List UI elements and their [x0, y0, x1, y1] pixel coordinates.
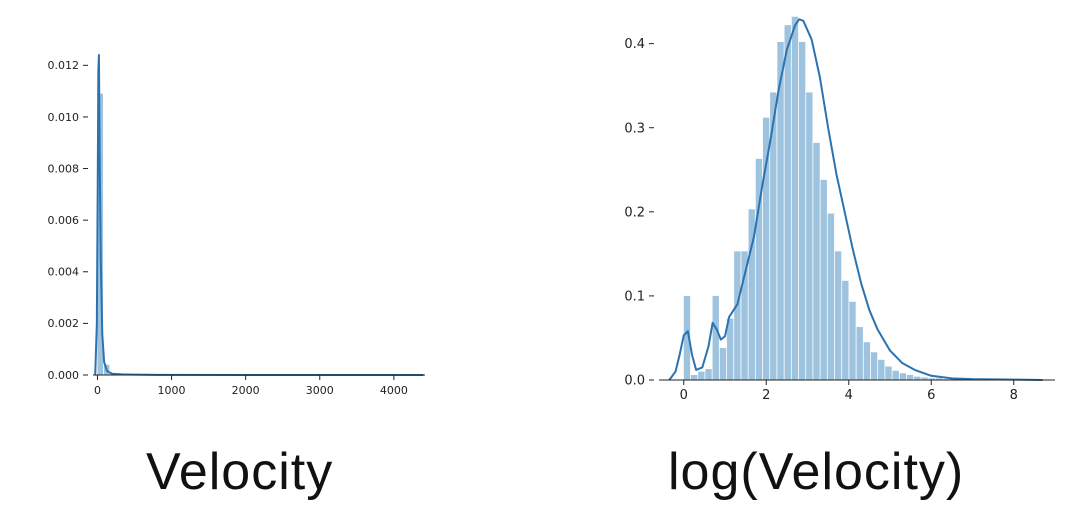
y-tick-label: 0.010	[48, 111, 80, 124]
x-tick-label: 0	[680, 388, 688, 403]
kde-curve	[668, 18, 1043, 381]
histogram-bar	[770, 92, 777, 380]
x-tick-label: 8	[1010, 388, 1018, 403]
histogram-bar	[849, 301, 856, 380]
histogram-bar	[928, 378, 935, 380]
histogram-bar	[741, 251, 748, 380]
histogram-bar	[705, 369, 712, 380]
histogram-bar	[863, 342, 871, 380]
histogram-bar	[834, 251, 842, 380]
histogram-bar	[734, 251, 741, 380]
histogram-bar	[906, 374, 914, 380]
histogram-bar	[690, 374, 698, 380]
y-tick-label: 0.0	[624, 374, 645, 389]
histogram-bar	[820, 179, 827, 380]
histogram-bar	[698, 371, 705, 380]
histogram-bar	[813, 142, 820, 380]
x-tick-label: 2	[762, 388, 770, 403]
y-tick-label: 0.008	[48, 162, 80, 175]
x-tick-label: 6	[927, 388, 935, 403]
x-tick-label: 3000	[306, 384, 334, 397]
histogram-bar	[798, 41, 806, 380]
x-tick-label: 2000	[232, 384, 260, 397]
histogram-bar	[899, 373, 907, 380]
histogram-bar	[755, 158, 763, 380]
histogram-bar	[806, 92, 813, 380]
velocity-histogram: 0 1000 2000 3000 4000 0.000 0.002 0.004 0.006 0.0…	[48, 54, 425, 397]
y-tick-label: 0.002	[48, 317, 80, 330]
y-tick-label: 0.4	[624, 37, 645, 52]
y-tick-label: 0.006	[48, 214, 80, 227]
y-tick-label: 0.2	[624, 205, 645, 220]
histogram-bar	[921, 377, 928, 380]
histogram-bar	[784, 25, 791, 380]
histogram-bar	[885, 366, 892, 380]
histogram-bar	[762, 117, 770, 380]
x-tick-label: 4000	[380, 384, 408, 397]
histogram-bar	[870, 352, 878, 380]
histogram-bar	[878, 359, 885, 380]
histogram-bar	[914, 376, 921, 380]
histogram-bar	[748, 209, 755, 380]
x-tick-label: 0	[94, 384, 101, 397]
histogram-bar	[719, 348, 727, 380]
histogram-bar	[726, 318, 734, 380]
histogram-bar	[827, 213, 835, 380]
y-tick-label: 0.012	[48, 59, 80, 72]
y-tick-label: 0.000	[48, 369, 80, 382]
velocity-axis-label: Velocity	[146, 443, 334, 501]
log-velocity-histogram: 0 2 4 6 8 0.0 0.1 0.2 0.3 0.4	[624, 16, 1055, 403]
histogram-bar	[856, 327, 863, 380]
log-velocity-axis-label: log(Velocity)	[668, 443, 965, 501]
y-tick-label: 0.004	[48, 266, 80, 279]
histogram-bar	[892, 370, 899, 380]
histogram-bar	[683, 295, 691, 380]
x-tick-label: 4	[845, 388, 853, 403]
y-tick-label: 0.3	[624, 121, 645, 136]
kde-curve	[94, 54, 424, 376]
histogram-bar	[712, 295, 719, 380]
histogram-bar	[842, 280, 849, 380]
histogram-bar	[791, 16, 799, 380]
y-tick-label: 0.1	[624, 289, 645, 304]
histogram-bar	[935, 378, 943, 380]
x-tick-label: 1000	[158, 384, 186, 397]
histogram-bar	[777, 41, 784, 380]
